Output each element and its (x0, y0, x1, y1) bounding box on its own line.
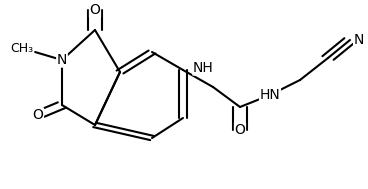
Text: NH: NH (193, 61, 214, 75)
Text: O: O (89, 3, 100, 17)
Text: N: N (354, 33, 364, 47)
Text: HN: HN (260, 88, 280, 102)
Text: CH₃: CH₃ (10, 42, 33, 54)
Text: N: N (57, 53, 67, 67)
Text: O: O (234, 123, 245, 137)
Text: O: O (32, 108, 43, 122)
